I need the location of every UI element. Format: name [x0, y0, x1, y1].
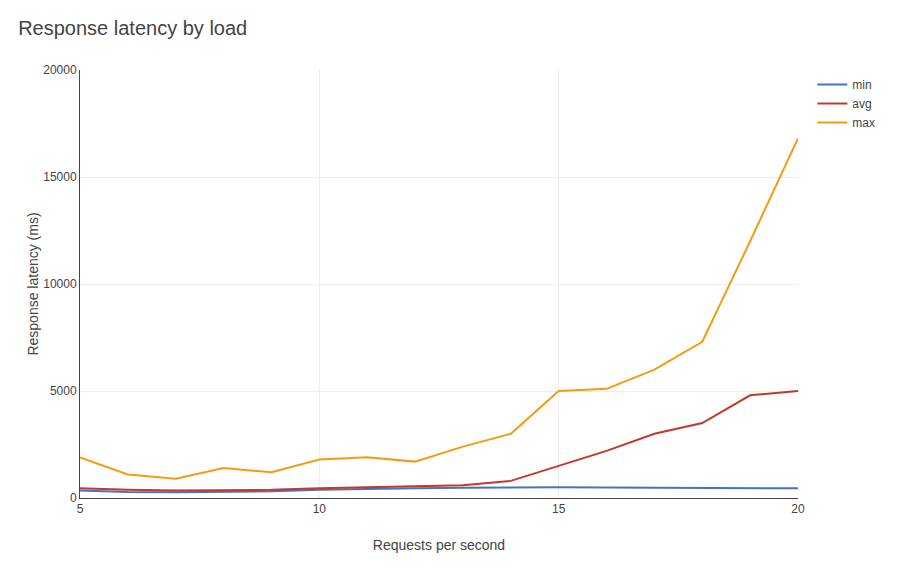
svg-text:Response latency by load: Response latency by load: [18, 17, 247, 39]
svg-text:15: 15: [552, 502, 566, 516]
svg-text:10000: 10000: [43, 277, 77, 291]
svg-text:15000: 15000: [43, 170, 77, 184]
svg-text:min: min: [852, 78, 871, 92]
svg-text:5000: 5000: [50, 384, 77, 398]
svg-text:max: max: [852, 116, 875, 130]
svg-text:Requests per second: Requests per second: [373, 537, 505, 553]
svg-text:0: 0: [70, 491, 77, 505]
svg-text:Response latency (ms): Response latency (ms): [25, 212, 41, 355]
svg-text:avg: avg: [852, 97, 871, 111]
svg-text:20000: 20000: [43, 63, 77, 77]
svg-text:5: 5: [77, 502, 84, 516]
svg-text:20: 20: [791, 502, 805, 516]
svg-text:10: 10: [313, 502, 327, 516]
